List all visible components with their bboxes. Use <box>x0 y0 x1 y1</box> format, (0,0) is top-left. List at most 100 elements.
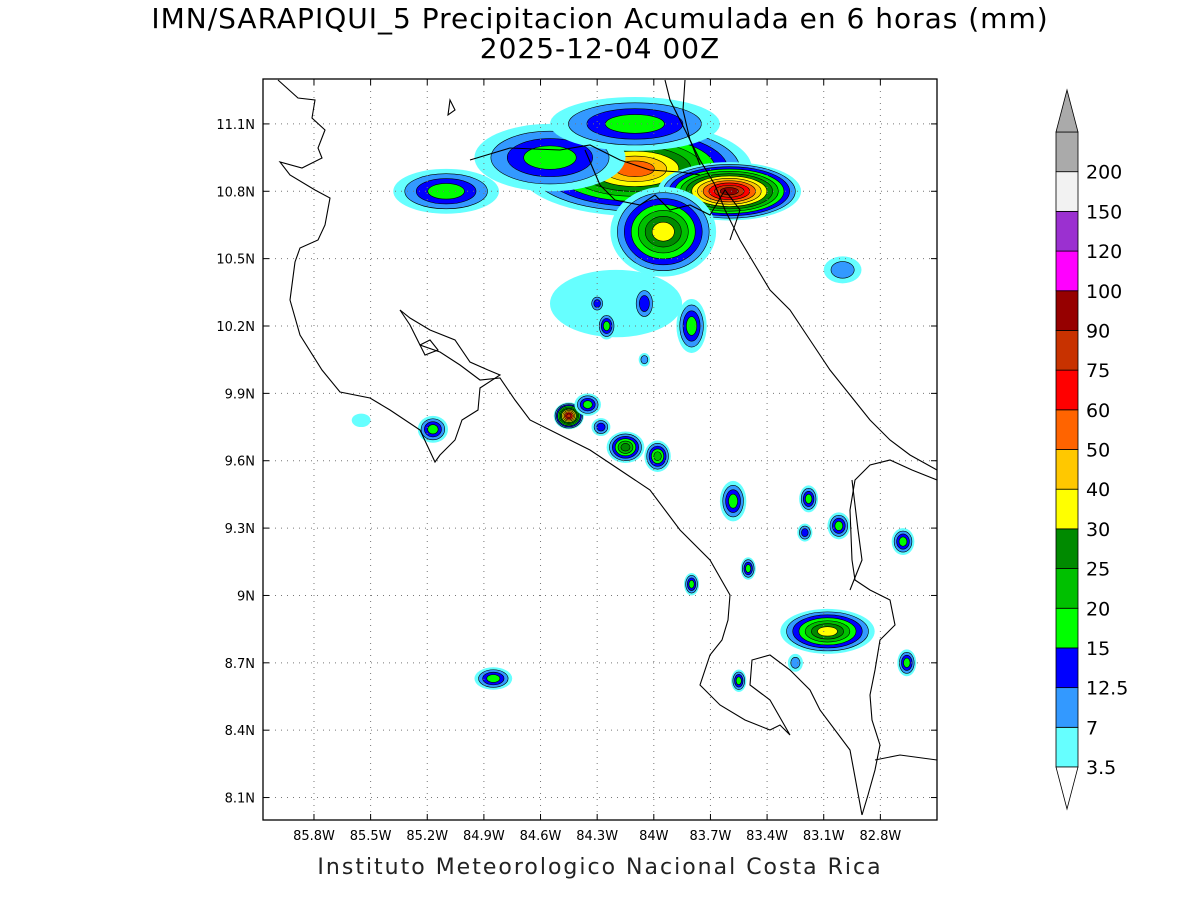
island <box>419 339 439 356</box>
precip-contour <box>566 413 572 418</box>
map-valid-time: 2025-12-04 00Z <box>479 32 721 65</box>
colorbar-label: 20 <box>1086 598 1110 620</box>
colorbar-bottom-arrow <box>1055 766 1079 811</box>
precip-contour <box>427 424 439 435</box>
colorbar-swatch <box>1055 210 1079 252</box>
grid-lines <box>263 79 937 820</box>
colorbar-label: 12.5 <box>1086 678 1128 700</box>
coastline-north <box>277 79 502 464</box>
precip-contour <box>790 656 801 669</box>
colorbar-label: 200 <box>1086 162 1122 184</box>
lat-tick-label: 9.3N <box>225 522 255 537</box>
precip-contour <box>593 299 601 308</box>
lon-tick-label: 83.1W <box>803 829 845 844</box>
precip-contour <box>801 528 809 537</box>
lat-tick-label: 11.1N <box>216 118 255 133</box>
province-border-2 <box>682 79 701 166</box>
panama-border <box>849 479 863 591</box>
colorbar-swatch <box>1055 131 1079 173</box>
colorbar-swatch <box>1055 290 1079 331</box>
coastline-nicoya-gulf <box>399 309 863 816</box>
footer-credit: Instituto Meteorologico Nacional Costa R… <box>317 855 883 880</box>
lat-tick-label: 8.1N <box>225 792 255 807</box>
colorbar-label: 3.5 <box>1086 757 1116 779</box>
coastline-borders <box>277 79 937 816</box>
precip-contour <box>830 261 855 279</box>
map-title: IMN/SARAPIQUI_5 Precipitacion Acumulada … <box>151 2 1049 35</box>
colorbar-label: 75 <box>1086 360 1110 382</box>
lon-tick-label: 84.6W <box>520 829 562 844</box>
axis-ticks: 85.8W 85.5W 85.2W 84.9W 84.6W 84.3W 84W 83.7W 83… <box>216 79 937 844</box>
map-frame <box>262 78 938 821</box>
precip-contour <box>605 114 665 134</box>
coastline-osa <box>849 459 937 816</box>
lat-tick-label: 9N <box>237 589 255 604</box>
precip-contour <box>834 520 844 531</box>
lat-tick-label: 9.9N <box>225 387 255 402</box>
colorbar-swatch <box>1055 171 1079 212</box>
colorbar-label: 40 <box>1086 479 1110 501</box>
colorbar-top-arrow <box>1055 88 1079 133</box>
colorbar-swatch <box>1055 647 1079 689</box>
coastline-caribbean <box>664 79 937 471</box>
lon-tick-label: 82.8W <box>859 829 901 844</box>
colorbar-swatch <box>1055 568 1079 609</box>
colorbar-label: 7 <box>1086 717 1098 739</box>
lat-tick-label: 10.8N <box>216 185 255 200</box>
lon-tick-label: 83.4W <box>746 829 788 844</box>
lon-tick-label: 85.8W <box>293 829 335 844</box>
lat-tick-label: 8.7N <box>225 657 255 672</box>
precip-contour <box>688 580 695 589</box>
precip-contour <box>686 316 698 336</box>
colorbar-swatch <box>1055 409 1079 450</box>
colorbar-swatch <box>1055 250 1079 292</box>
precip-contour <box>728 493 738 509</box>
precip-contour <box>596 422 606 432</box>
precip-contour <box>805 493 813 504</box>
precip-contour <box>898 536 908 547</box>
colorbar-swatch <box>1055 528 1079 569</box>
colorbar: 3.5 7 12.5 15 20 25 30 40 50 60 75 90 100 120 150 200 <box>1055 88 1128 811</box>
precip-contour <box>603 321 611 331</box>
coastline-burica <box>874 754 937 761</box>
lat-tick-label: 9.6N <box>225 455 255 470</box>
precip-contour <box>817 626 838 637</box>
colorbar-label: 120 <box>1086 241 1122 263</box>
lon-tick-label: 84.9W <box>463 829 505 844</box>
colorbar-swatch <box>1055 488 1079 530</box>
precip-contour <box>486 674 501 683</box>
colorbar-label: 150 <box>1086 201 1122 223</box>
colorbar-label: 30 <box>1086 519 1110 541</box>
precip-contour <box>653 451 662 462</box>
precip-contour <box>639 295 650 312</box>
lon-tick-label: 83.7W <box>690 829 732 844</box>
colorbar-swatch <box>1055 369 1079 411</box>
precip-contour <box>351 413 371 428</box>
precip-contour <box>735 676 742 685</box>
lon-tick-label: 84W <box>639 829 669 844</box>
precip-contour <box>640 355 649 365</box>
precip-contour <box>523 145 577 170</box>
colorbar-label: 50 <box>1086 440 1110 462</box>
lake <box>447 98 456 117</box>
lat-tick-label: 10.2N <box>216 320 255 335</box>
precip-contour <box>549 269 683 338</box>
colorbar-label: 100 <box>1086 281 1122 303</box>
precipitation-field <box>351 96 917 693</box>
colorbar-swatch <box>1055 687 1079 728</box>
colorbar-label: 15 <box>1086 638 1110 660</box>
colorbar-swatch <box>1055 607 1079 649</box>
precip-contour <box>745 564 752 573</box>
precip-contour <box>903 657 911 668</box>
colorbar-swatch <box>1055 330 1079 371</box>
lon-tick-label: 85.2W <box>406 829 448 844</box>
province-border <box>584 149 741 241</box>
lat-tick-label: 10.5N <box>216 253 255 268</box>
colorbar-swatch <box>1055 726 1079 768</box>
precip-contour <box>620 443 631 452</box>
precip-contour <box>651 221 675 242</box>
lon-tick-label: 84.3W <box>576 829 618 844</box>
lat-tick-label: 8.4N <box>225 724 255 739</box>
colorbar-swatch <box>1055 449 1079 490</box>
